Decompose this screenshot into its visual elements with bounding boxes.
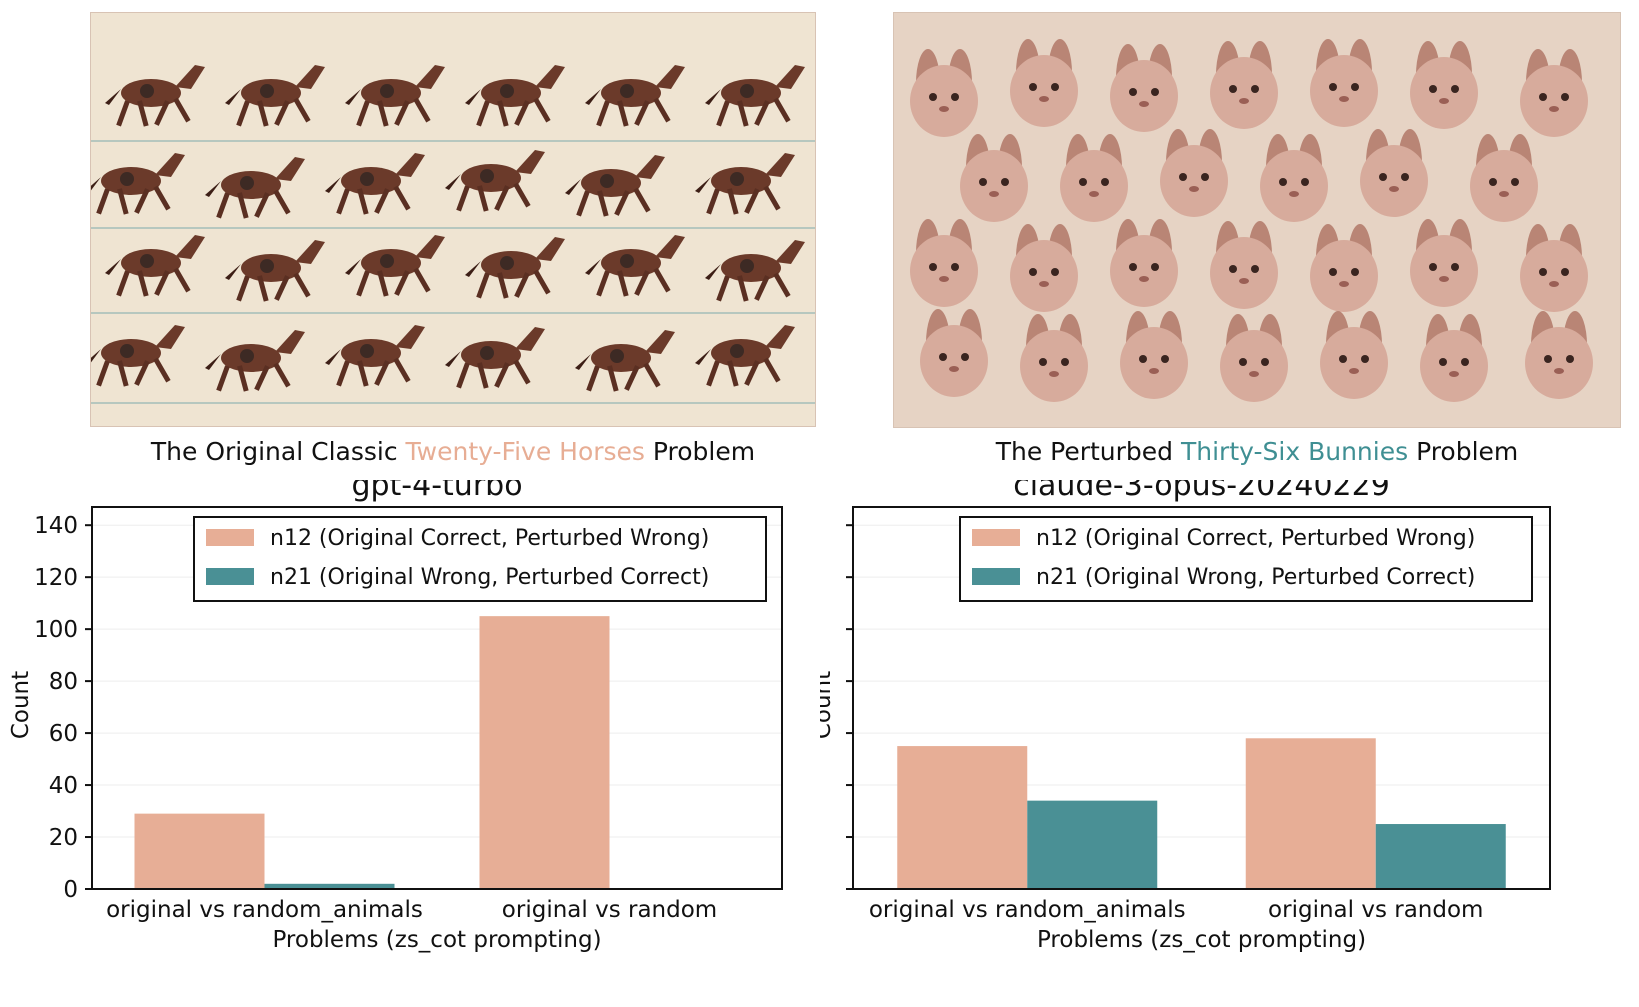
bar-n21 [1375, 824, 1506, 889]
x-tick-label: original vs random [502, 897, 717, 923]
caption-left-prefix: The Original Classic [150, 437, 406, 466]
bunny-rows [910, 39, 1593, 402]
legend-label: n21 (Original Wrong, Perturbed Correct) [270, 565, 709, 590]
x-tick-label: original vs random_animals [869, 897, 1186, 923]
caption-right-suffix: Problem [1408, 437, 1519, 466]
bar-n21 [1027, 800, 1158, 889]
y-tick-label: 20 [49, 825, 78, 851]
y-tick-label: 60 [49, 721, 78, 747]
horses-drawing [85, 65, 815, 404]
legend-label: n21 (Original Wrong, Perturbed Correct) [1036, 565, 1475, 590]
legend-swatch [972, 529, 1020, 546]
y-tick-label: 100 [34, 617, 78, 643]
chart-claude-3-opus: claude-3-opus-20240229 original vs random… [820, 480, 1551, 953]
bar-n12 [897, 746, 1028, 889]
horses-illustration [85, 12, 816, 427]
caption-right-highlight: Thirty-Six Bunnies [1181, 437, 1409, 466]
axes-frame [91, 506, 783, 890]
y-tick-label: 0 [63, 877, 78, 903]
y-axis-label: Count [820, 671, 836, 739]
bar-n12 [134, 813, 265, 889]
caption-left-suffix: Problem [644, 437, 756, 466]
legend-swatch [972, 568, 1020, 585]
x-axis-label: Problems (zs_cot prompting) [1037, 927, 1366, 953]
x-tick-label: original vs random [1268, 897, 1483, 923]
chart-title: claude-3-opus-20240229 [1013, 480, 1390, 503]
bar-n21 [264, 883, 395, 889]
chart-gpt-4-turbo: gpt-4-turbo original vs random_animals ori… [8, 480, 783, 953]
caption-right: The Perturbed Thirty-Six Bunnies Problem [893, 437, 1621, 466]
x-tick-label: original vs random_animals [106, 897, 423, 923]
y-tick-label: 120 [34, 565, 78, 591]
legend-box [193, 516, 767, 602]
bunnies-drawing [910, 39, 1593, 402]
caption-left: The Original Classic Twenty-Five Horses … [90, 437, 816, 466]
axes-frame [852, 506, 1551, 890]
legend-swatch [206, 568, 254, 585]
legend-box [959, 516, 1533, 602]
track-lines [91, 140, 815, 404]
legend-label: n12 (Original Correct, Perturbed Wrong) [1036, 526, 1475, 551]
y-axis-label: Count [8, 671, 34, 739]
y-tick-label: 40 [49, 773, 78, 799]
caption-left-highlight: Twenty-Five Horses [405, 437, 645, 466]
legend-label: n12 (Original Correct, Perturbed Wrong) [270, 526, 709, 551]
bar-n12 [1245, 738, 1376, 889]
bar-n12 [479, 616, 610, 889]
caption-right-prefix: The Perturbed [995, 437, 1181, 466]
chart-title: gpt-4-turbo [351, 480, 522, 503]
x-axis-label: Problems (zs_cot prompting) [272, 927, 601, 953]
y-tick-label: 140 [34, 513, 78, 539]
y-tick-label: 80 [49, 669, 78, 695]
legend-swatch [206, 529, 254, 546]
bunnies-illustration [893, 12, 1621, 428]
